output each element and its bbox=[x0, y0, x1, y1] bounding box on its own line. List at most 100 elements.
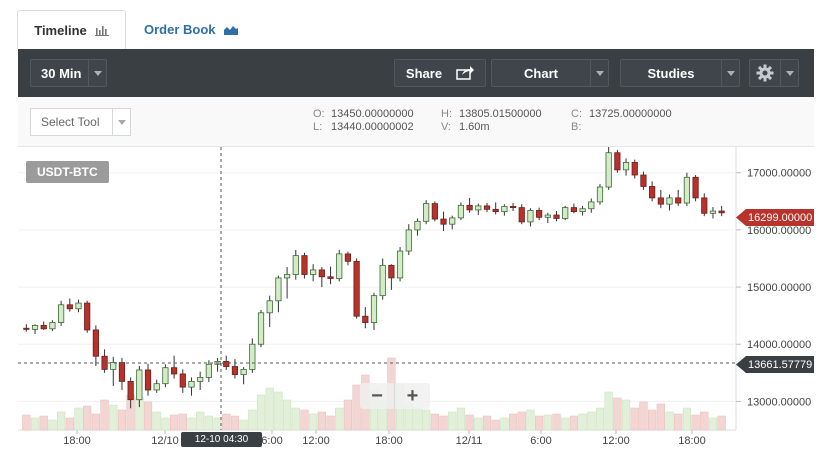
candle-body bbox=[666, 197, 673, 205]
chart-type-dropdown[interactable]: Chart bbox=[491, 59, 609, 87]
candle-body bbox=[171, 367, 178, 375]
volume-bar bbox=[430, 413, 439, 431]
volume-bar bbox=[256, 394, 266, 431]
volume-bar bbox=[639, 401, 648, 431]
volume-bar bbox=[109, 404, 118, 431]
volume-bar bbox=[335, 407, 344, 431]
candle-body bbox=[440, 218, 447, 225]
volume-bar bbox=[309, 413, 318, 431]
volume-bar bbox=[326, 415, 335, 431]
studies-dropdown[interactable]: Studies bbox=[620, 59, 740, 87]
volume-bar bbox=[561, 417, 570, 431]
volume-bar bbox=[465, 414, 474, 431]
y-tick-label: 14000.00000 bbox=[747, 339, 811, 351]
tab-bar: Timeline Order Book bbox=[0, 0, 832, 49]
x-tick-label: 12/10 bbox=[151, 435, 179, 447]
chevron-down-icon bbox=[112, 109, 130, 135]
volume-bar bbox=[491, 419, 500, 431]
select-tool-dropdown[interactable]: Select Tool bbox=[30, 108, 131, 136]
volume-bar bbox=[456, 407, 466, 431]
zoom-in-button[interactable]: + bbox=[406, 384, 419, 407]
volume-bar bbox=[161, 417, 170, 431]
candle-body bbox=[327, 276, 334, 279]
pair-badge: USDT-BTC bbox=[26, 161, 109, 183]
y-tick-label: 15000.00000 bbox=[747, 282, 811, 294]
volume-bar bbox=[700, 411, 709, 431]
candle-body bbox=[718, 210, 725, 214]
volume-bar bbox=[48, 419, 57, 431]
volume-bar bbox=[178, 413, 187, 431]
volume-bar bbox=[152, 411, 161, 431]
x-tick-label: 12:00 bbox=[602, 435, 630, 447]
volume-bar bbox=[535, 415, 544, 431]
chevron-down-icon bbox=[590, 60, 608, 86]
volume-bar bbox=[39, 415, 48, 431]
volume-value: 1.60m bbox=[459, 121, 490, 133]
candle-body bbox=[127, 381, 134, 401]
candle-body bbox=[492, 208, 499, 213]
candle-body bbox=[31, 324, 39, 330]
volume-bar bbox=[691, 414, 700, 431]
candle-body bbox=[144, 369, 152, 391]
volume-bar bbox=[682, 407, 691, 431]
price-chart[interactable]: 17000.00000 16000.00000 15000.00000 14000.0… bbox=[18, 147, 814, 448]
tab-order-book-label: Order Book bbox=[144, 22, 216, 37]
candle-body bbox=[414, 220, 421, 231]
bar-chart-icon bbox=[94, 25, 109, 36]
candle-body bbox=[344, 253, 352, 262]
candle-body bbox=[118, 362, 126, 382]
share-button[interactable]: Share bbox=[394, 59, 486, 87]
candle-body bbox=[310, 269, 317, 275]
candle-body bbox=[423, 203, 430, 222]
volume-bar bbox=[413, 407, 422, 431]
zoom-out-button[interactable]: − bbox=[360, 383, 395, 409]
candle-body bbox=[92, 329, 99, 357]
candle-body bbox=[701, 197, 708, 214]
volume-bar bbox=[482, 415, 492, 431]
volume-bar bbox=[143, 401, 153, 431]
crosshair-price-tag: 13661.57779 bbox=[736, 356, 814, 373]
candle-body bbox=[475, 205, 482, 211]
x-tick-label: 12/11 bbox=[456, 435, 483, 447]
x-axis: 18:00 12/10 6:00 12:00 18:00 12/11 6:00 12:00 18… bbox=[63, 430, 706, 447]
candle-body bbox=[249, 343, 256, 370]
share-label: Share bbox=[405, 65, 443, 81]
candle-body bbox=[709, 210, 717, 214]
candle-body bbox=[657, 197, 664, 205]
volume-bar bbox=[274, 391, 283, 431]
studies-label: Studies bbox=[647, 65, 695, 81]
candle-body bbox=[605, 152, 612, 188]
x-tick-label: 18:00 bbox=[678, 435, 706, 447]
volume-bar bbox=[91, 413, 100, 431]
volume-bar bbox=[265, 387, 274, 431]
gear-icon bbox=[756, 64, 774, 82]
volume-bar bbox=[569, 415, 578, 431]
candle-body bbox=[622, 162, 630, 171]
volume-bar bbox=[674, 413, 683, 431]
x-tick-label: 12:00 bbox=[302, 435, 330, 447]
tab-order-book[interactable]: Order Book bbox=[144, 10, 238, 49]
volume-bar bbox=[65, 417, 74, 431]
volume-bar bbox=[30, 417, 40, 431]
volume-bar bbox=[213, 417, 222, 431]
volume-bar bbox=[500, 417, 509, 431]
candle-body bbox=[23, 327, 30, 330]
volume-bar bbox=[439, 415, 448, 431]
tab-timeline[interactable]: Timeline bbox=[17, 10, 126, 49]
settings-dropdown[interactable] bbox=[749, 59, 799, 87]
volume-bar bbox=[230, 415, 240, 431]
candle-body bbox=[231, 366, 239, 375]
interval-dropdown[interactable]: 30 Min bbox=[30, 59, 107, 87]
volume-bar bbox=[717, 415, 726, 431]
select-tool-label: Select Tool bbox=[41, 115, 100, 129]
tab-timeline-label: Timeline bbox=[34, 22, 87, 38]
x-tick-label: 6:00 bbox=[530, 435, 551, 447]
volume-bar bbox=[74, 407, 83, 431]
candle-body bbox=[66, 304, 73, 310]
candle-body bbox=[675, 197, 682, 204]
candle-body bbox=[631, 162, 638, 176]
volume-bar bbox=[317, 411, 326, 431]
candle-body bbox=[336, 253, 343, 279]
candle-body bbox=[596, 186, 604, 203]
current-price-tag: 16299.00000 bbox=[736, 209, 814, 226]
